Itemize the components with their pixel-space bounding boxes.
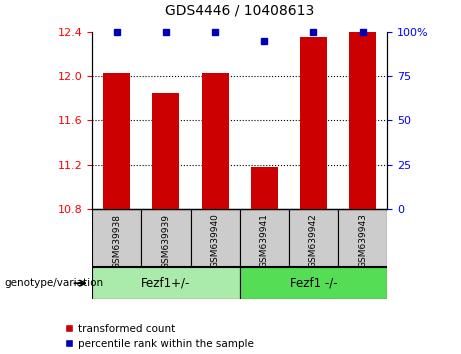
Bar [240, 267, 387, 299]
Text: GSM639943: GSM639943 [358, 213, 367, 268]
Text: GSM639942: GSM639942 [309, 213, 318, 268]
Bar [103, 73, 130, 209]
Text: GSM639939: GSM639939 [161, 213, 171, 269]
Bar [240, 209, 289, 267]
Text: Fezf1 -/-: Fezf1 -/- [290, 277, 337, 290]
Bar [92, 209, 142, 267]
Text: GSM639938: GSM639938 [112, 213, 121, 269]
Bar [142, 209, 190, 267]
Text: GSM639940: GSM639940 [211, 213, 219, 268]
Bar [251, 167, 278, 209]
Text: GSM639941: GSM639941 [260, 213, 269, 268]
Bar [289, 209, 338, 267]
Bar [338, 209, 387, 267]
Bar [349, 32, 376, 209]
Text: GDS4446 / 10408613: GDS4446 / 10408613 [165, 4, 314, 18]
Bar [201, 73, 229, 209]
Legend: transformed count, percentile rank within the sample: transformed count, percentile rank withi… [65, 324, 254, 349]
Bar [153, 93, 179, 209]
Bar [300, 38, 327, 209]
Bar [92, 267, 240, 299]
Bar [190, 209, 240, 267]
Text: genotype/variation: genotype/variation [5, 278, 104, 288]
Text: Fezf1+/-: Fezf1+/- [141, 277, 191, 290]
